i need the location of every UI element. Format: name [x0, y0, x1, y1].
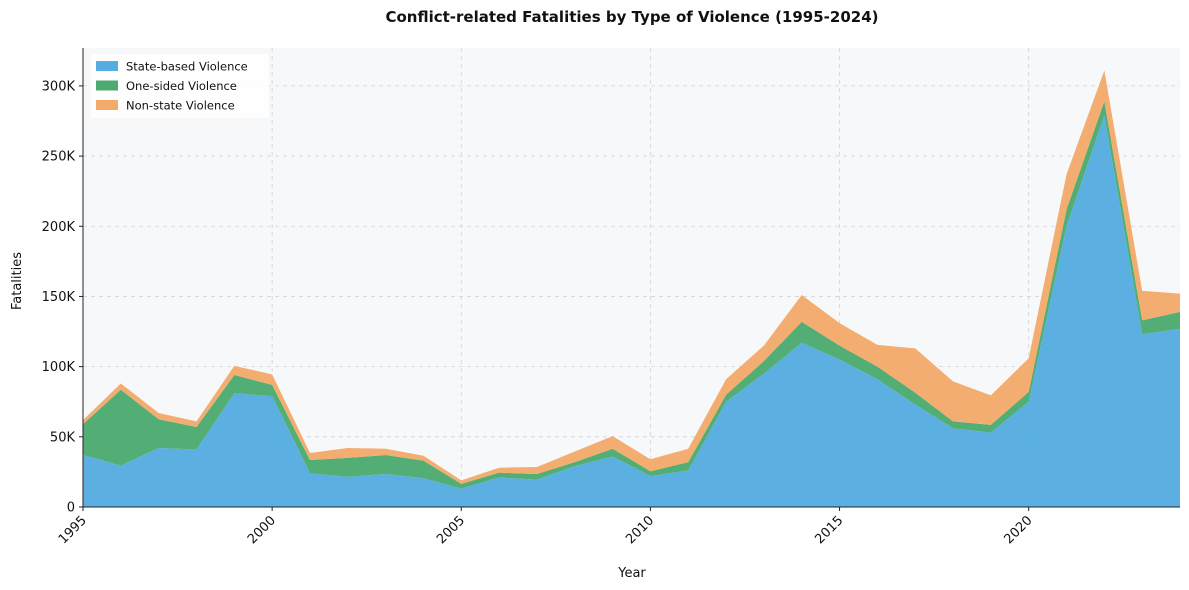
area-non-state-violence	[83, 70, 1180, 484]
y-tick-label: 150K	[42, 290, 76, 305]
legend-label: Non-state Violence	[126, 99, 235, 113]
y-tick-label: 250K	[42, 150, 76, 165]
legend-label: One-sided Violence	[126, 79, 237, 93]
stacked-areas	[83, 70, 1180, 507]
legend-swatch	[96, 100, 118, 110]
area-one-sided-violence	[83, 101, 1180, 489]
y-tick-label: 300K	[42, 79, 76, 94]
y-tick-label: 100K	[42, 360, 76, 375]
axes	[82, 48, 1180, 508]
chart-title: Conflict-related Fatalities by Type of V…	[385, 8, 878, 26]
area-state-based-violence	[83, 115, 1180, 507]
legend-swatch	[96, 61, 118, 71]
legend: State-based Violence One-sided Violence No…	[91, 54, 269, 118]
y-tick-label: 0	[67, 501, 75, 516]
legend-label: State-based Violence	[126, 60, 248, 74]
y-tick-label: 50K	[50, 430, 76, 445]
legend-swatch	[96, 80, 118, 91]
y-tick-label: 200K	[42, 220, 76, 235]
y-axis-label: Fatalities	[10, 252, 25, 310]
x-axis-label: Year	[617, 566, 646, 581]
legend-box	[91, 54, 269, 118]
y-axis-ticks: 0 50K 100K 150K 200K 250K 300K	[42, 79, 83, 516]
